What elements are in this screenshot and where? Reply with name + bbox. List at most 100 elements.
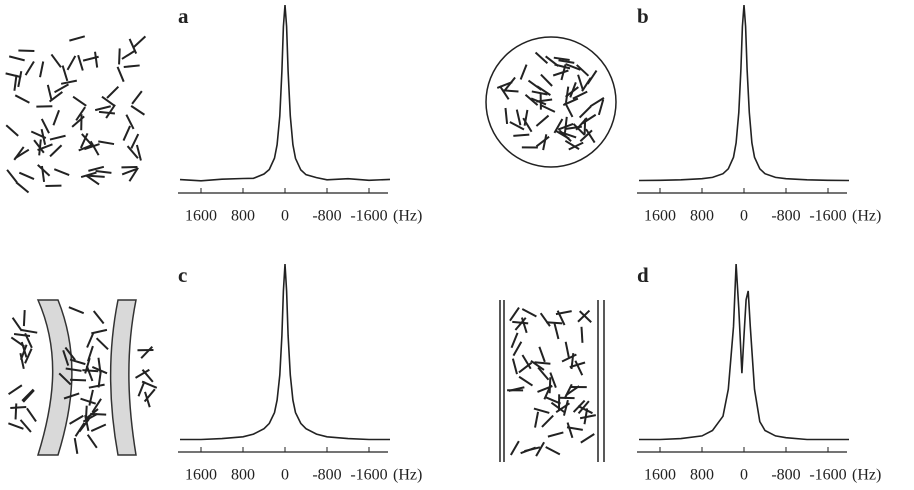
rod bbox=[52, 109, 60, 126]
x-tick-label: 1600 bbox=[644, 467, 676, 484]
rod bbox=[49, 134, 66, 141]
rod bbox=[583, 408, 589, 425]
rod bbox=[95, 170, 112, 174]
x-tick-label: -1600 bbox=[809, 208, 846, 225]
rod bbox=[24, 332, 33, 349]
rod bbox=[512, 320, 529, 325]
rod bbox=[512, 341, 523, 357]
rod bbox=[545, 446, 561, 456]
rod bbox=[58, 372, 72, 386]
rod bbox=[504, 76, 516, 91]
rod bbox=[88, 383, 105, 389]
rod bbox=[535, 135, 550, 148]
rod bbox=[509, 440, 520, 456]
rod bbox=[141, 380, 158, 389]
rod bbox=[84, 143, 100, 151]
rod bbox=[17, 70, 23, 88]
rod bbox=[135, 368, 150, 379]
rod bbox=[69, 414, 84, 425]
rod bbox=[62, 350, 70, 366]
rod bbox=[94, 51, 99, 68]
rod bbox=[22, 310, 26, 327]
rod bbox=[530, 97, 547, 106]
rod bbox=[50, 53, 62, 68]
rod bbox=[564, 102, 574, 118]
rod bbox=[11, 317, 23, 332]
rod bbox=[21, 329, 38, 334]
rod bbox=[84, 414, 90, 432]
rod bbox=[33, 139, 45, 154]
rod bbox=[5, 124, 19, 137]
rod bbox=[95, 337, 109, 351]
rod bbox=[585, 128, 596, 144]
rod bbox=[5, 72, 22, 79]
rod bbox=[14, 403, 18, 420]
rod bbox=[122, 125, 131, 141]
rod bbox=[77, 54, 84, 71]
rod bbox=[135, 144, 142, 161]
rod bbox=[580, 326, 584, 343]
rod bbox=[86, 434, 98, 449]
rod bbox=[15, 181, 30, 194]
x-tick-label: 800 bbox=[690, 208, 714, 225]
rod bbox=[554, 63, 571, 70]
rods bbox=[5, 35, 605, 457]
rod bbox=[546, 321, 563, 325]
rod bbox=[123, 64, 140, 68]
x-tick-label: -1600 bbox=[350, 467, 387, 484]
rod bbox=[19, 352, 25, 370]
rod bbox=[14, 148, 30, 160]
rod bbox=[78, 418, 90, 433]
rod bbox=[20, 341, 28, 358]
droplet-outline bbox=[485, 36, 617, 168]
rod bbox=[518, 375, 534, 387]
rod bbox=[520, 446, 536, 455]
channel-band bbox=[36, 299, 73, 456]
rod bbox=[577, 74, 584, 91]
rod bbox=[564, 139, 580, 150]
rod bbox=[85, 174, 100, 186]
x-tick-label: 1600 bbox=[185, 208, 217, 225]
rod bbox=[72, 95, 87, 107]
rod bbox=[535, 114, 550, 127]
rod bbox=[21, 388, 35, 402]
rod bbox=[88, 165, 105, 172]
rod bbox=[527, 79, 543, 91]
x-tick-label: -800 bbox=[771, 467, 800, 484]
rod bbox=[581, 113, 597, 125]
rod bbox=[574, 360, 584, 376]
rod bbox=[556, 310, 566, 326]
rod bbox=[126, 145, 139, 159]
x-axis-label: (Hz) bbox=[852, 467, 881, 484]
rod bbox=[49, 144, 63, 158]
rod bbox=[97, 371, 102, 388]
rod bbox=[563, 116, 568, 133]
cell-walls bbox=[499, 300, 605, 462]
rod bbox=[90, 423, 107, 432]
rod bbox=[521, 354, 532, 370]
rod bbox=[121, 49, 136, 60]
rod bbox=[560, 131, 577, 139]
rod bbox=[125, 114, 135, 130]
x-tick-label: -800 bbox=[312, 467, 341, 484]
rod bbox=[535, 441, 545, 457]
rod bbox=[101, 95, 116, 107]
spectrum-line bbox=[179, 4, 391, 182]
rod bbox=[579, 310, 592, 323]
rod bbox=[116, 66, 125, 83]
spectrum-line bbox=[638, 4, 850, 182]
x-tick-label: 0 bbox=[740, 208, 748, 225]
rod bbox=[143, 388, 156, 403]
rod bbox=[75, 106, 86, 121]
rod bbox=[537, 366, 550, 381]
rod bbox=[511, 358, 518, 375]
rod bbox=[538, 346, 546, 363]
rod bbox=[105, 104, 116, 119]
rod bbox=[81, 133, 94, 147]
rod bbox=[569, 82, 577, 98]
rod bbox=[91, 328, 108, 335]
rod bbox=[140, 346, 154, 359]
rod bbox=[37, 164, 51, 177]
rod bbox=[569, 361, 586, 369]
